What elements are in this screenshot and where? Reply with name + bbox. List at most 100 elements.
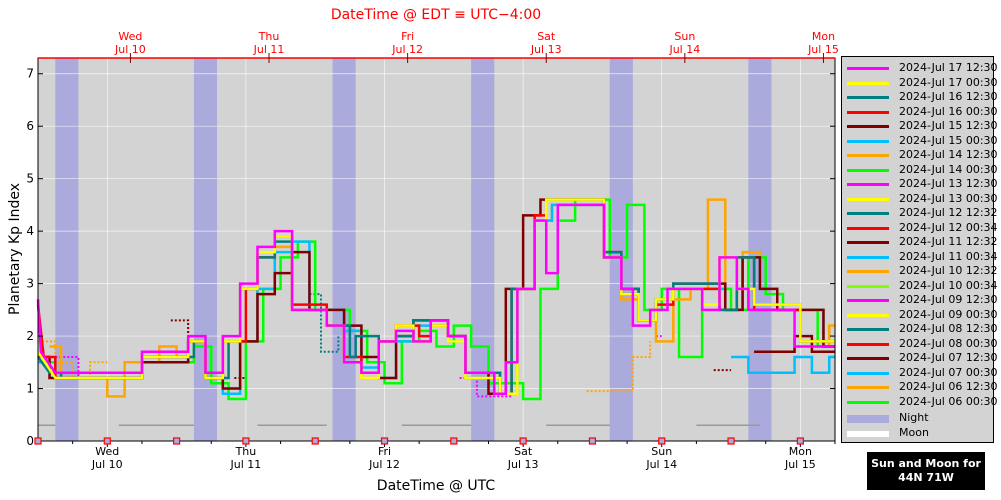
x-tick-date-1: Jul 11: [230, 458, 262, 471]
series-line-0: [754, 334, 835, 354]
axis-marker-120: [727, 437, 735, 445]
legend: 2024-Jul 17 12:30 2024-Jul 17 00:30 2024-J…: [841, 56, 998, 443]
legend-swatch: [847, 110, 889, 114]
dotted-segment-2: [170, 319, 190, 337]
legend-label: 2024-Jul 14 00:30: [899, 162, 998, 176]
y-axis-ticks: 0 1 2 3 4 5 6 7: [26, 67, 835, 448]
legend-label: 2024-Jul 06 00:30: [899, 394, 998, 408]
y-axis-label: Planetary Kp Index: [7, 183, 23, 315]
axis-marker-72: [450, 437, 458, 445]
legend-label: 2024-Jul 12 00:34: [899, 220, 998, 234]
axis-marker-108: [658, 437, 666, 445]
legend-swatch: [847, 255, 889, 259]
x-tick-date-5: Jul 15: [784, 458, 816, 471]
legend-entry: 2024-Jul 09 12:30: [847, 293, 998, 307]
legend-swatch: [847, 168, 889, 172]
legend-label: 2024-Jul 08 12:30: [899, 322, 998, 335]
legend-extra-entry: Moon: [847, 426, 993, 440]
x-tick-day-1: Thu: [235, 445, 257, 458]
legend-label: 2024-Jul 07 00:30: [899, 365, 998, 379]
legend-label: 2024-Jul 08 00:30: [899, 336, 998, 350]
axis-marker-96: [588, 437, 597, 445]
y-tick-label-4: 4: [26, 224, 34, 238]
night-band-2: [332, 58, 356, 441]
legend-label: 2024-Jul 10 00:34: [899, 278, 998, 292]
sun-moon-box[interactable]: Sun and Moon for 44N 71W: [867, 452, 985, 490]
legend-label: 2024-Jul 16 12:30: [899, 90, 998, 103]
night-band-1: [193, 58, 218, 441]
legend-extra-swatch: [847, 430, 889, 437]
legend-entry: 2024-Jul 08 00:30: [847, 337, 998, 351]
legend-entry: 2024-Jul 10 00:34: [847, 279, 998, 293]
y-tick-label-6: 6: [26, 119, 34, 133]
axis-marker-48: [311, 437, 319, 445]
y-tick-label-7: 7: [26, 67, 34, 81]
top-tick-day-2: Fri: [401, 30, 414, 43]
legend-entry: 2024-Jul 09 00:30: [847, 308, 998, 322]
legend-extra-label: Moon: [899, 425, 929, 439]
legend-label: 2024-Jul 15 12:30: [899, 119, 998, 132]
x-tick-day-4: Sun: [651, 445, 672, 458]
legend-swatch: [847, 183, 889, 186]
legend-entry: 2024-Jul 12 00:34: [847, 221, 998, 235]
top-tick-date-0: Jul 10: [114, 43, 146, 56]
axis-marker-84: [519, 437, 527, 445]
legend-entry: 2024-Jul 10 12:32: [847, 264, 998, 278]
night-band-0: [55, 58, 79, 441]
legend-swatch: [847, 299, 889, 302]
legend-label: 2024-Jul 09 00:30: [899, 307, 998, 321]
legend-entry: 2024-Jul 15 00:30: [847, 134, 998, 148]
legend-extra-swatch: [847, 415, 889, 423]
axis-marker-0: [34, 437, 42, 445]
legend-swatch: [847, 270, 889, 273]
axis-marker-132: [796, 437, 804, 445]
x-tick-day-5: Mon: [789, 445, 812, 458]
legend-entry: 2024-Jul 13 00:30: [847, 192, 998, 206]
legend-swatch: [847, 284, 889, 288]
legend-label: 2024-Jul 15 00:30: [899, 133, 998, 147]
axis-marker-12: [103, 437, 111, 445]
x-tick-date-0: Jul 10: [91, 458, 123, 471]
night-bands: [55, 58, 772, 441]
legend-label: 2024-Jul 10 12:32: [899, 264, 998, 277]
series-line-1: [731, 355, 835, 375]
x-tick-day-0: Wed: [95, 445, 119, 458]
legend-entry: 2024-Jul 13 12:30: [847, 177, 998, 191]
legend-label: 2024-Jul 11 12:32: [899, 235, 998, 248]
sun-moon-line1: Sun and Moon for: [871, 457, 981, 470]
legend-swatch: [847, 197, 889, 201]
legend-label: 2024-Jul 17 00:30: [899, 75, 998, 89]
chart-title: DateTime @ EDT ≡ UTC−4:00: [331, 7, 541, 23]
x-tick-day-2: Fri: [378, 445, 391, 458]
legend-entry: 2024-Jul 07 00:30: [847, 366, 998, 380]
top-tick-day-3: Sat: [537, 30, 556, 43]
top-tick-date-5: Jul 15: [807, 43, 839, 56]
legend-swatch: [847, 212, 889, 215]
legend-entry: 2024-Jul 12 12:32: [847, 206, 998, 220]
legend-swatch: [847, 139, 889, 143]
top-tick-day-4: Sun: [674, 30, 695, 43]
legend-label: 2024-Jul 06 12:30: [899, 380, 998, 393]
legend-label: 2024-Jul 07 12:30: [899, 351, 998, 364]
legend-swatch: [847, 357, 889, 360]
x-axis-label: DateTime @ UTC: [377, 478, 496, 494]
legend-entry: 2024-Jul 16 00:30: [847, 105, 998, 119]
legend-swatch: [847, 81, 889, 85]
legend-label: 2024-Jul 13 00:30: [899, 191, 998, 205]
legend-entry: 2024-Jul 08 12:30: [847, 322, 998, 336]
series-lines: [36, 198, 835, 401]
legend-label: 2024-Jul 11 00:34: [899, 249, 998, 263]
legend-swatch: [847, 328, 889, 331]
axis-marker-24: [173, 437, 181, 445]
legend-swatch: [847, 125, 889, 128]
y-tick-label-3: 3: [26, 277, 34, 291]
legend-swatch: [847, 241, 889, 244]
legend-entry: 2024-Jul 17 00:30: [847, 76, 998, 90]
legend-label: 2024-Jul 14 12:30: [899, 148, 998, 161]
legend-swatch: [847, 313, 889, 317]
legend-entry: 2024-Jul 11 00:34: [847, 250, 998, 264]
legend-swatch: [847, 400, 889, 404]
sun-moon-line2: 44N 71W: [898, 471, 954, 484]
